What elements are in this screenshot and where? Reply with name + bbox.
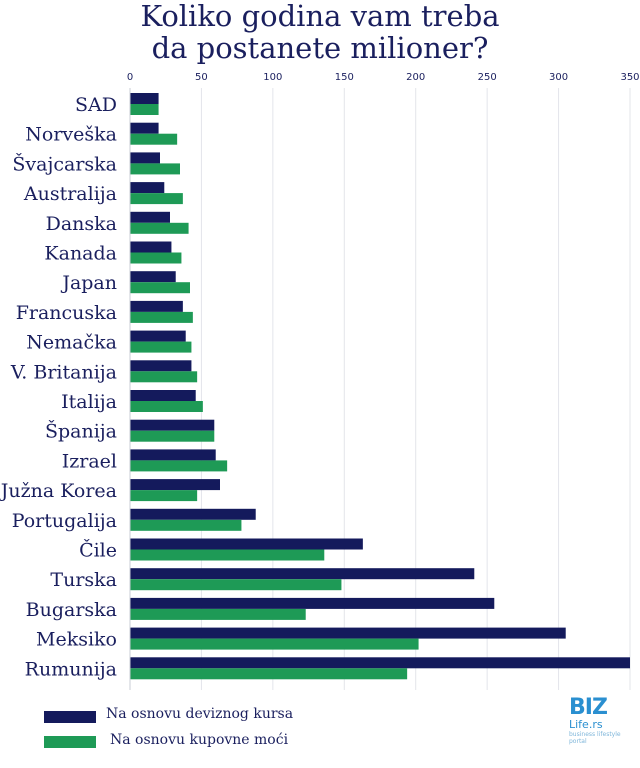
logo-sub-text: Life.rs — [569, 718, 603, 731]
bar-purchasing-power — [130, 430, 215, 442]
x-tick-label: 0 — [127, 72, 133, 83]
bar-exchange-rate — [130, 211, 170, 223]
x-tick-label: 50 — [195, 72, 208, 83]
bar-purchasing-power — [130, 519, 242, 531]
category-label: Kanada — [44, 243, 117, 265]
category-label: V. Britanija — [10, 361, 117, 383]
category-label: Portugalija — [12, 510, 117, 532]
bar-exchange-rate — [130, 449, 216, 461]
category-label: Nemačka — [26, 332, 117, 354]
category-label: Japan — [60, 272, 117, 294]
chart-title: Koliko godina vam treba da postanete mil… — [0, 0, 640, 64]
bar-exchange-rate — [130, 419, 215, 431]
bar-exchange-rate — [130, 568, 475, 580]
bar-purchasing-power — [130, 163, 180, 175]
x-tick-label: 300 — [549, 72, 568, 83]
bar-purchasing-power — [130, 133, 178, 145]
bar-exchange-rate — [130, 538, 363, 550]
chart-title-line-1: Koliko godina vam treba — [140, 0, 500, 33]
category-label: Rumunija — [25, 658, 117, 680]
category-label: Meksiko — [36, 629, 117, 651]
bar-purchasing-power — [130, 608, 306, 620]
category-label: Španija — [45, 420, 117, 443]
bar-exchange-rate — [130, 152, 160, 164]
bar-exchange-rate — [130, 300, 183, 312]
category-label: Južna Korea — [0, 480, 117, 502]
bar-exchange-rate — [130, 122, 159, 134]
bar-exchange-rate — [130, 330, 186, 342]
bar-exchange-rate — [130, 657, 630, 669]
category-label: Švajcarska — [12, 152, 117, 175]
category-label: Australija — [23, 183, 117, 205]
bar-purchasing-power — [130, 222, 189, 234]
legend-label-purchasing-power: Na osnovu kupovne moći — [110, 732, 289, 748]
x-tick-label: 350 — [620, 72, 639, 83]
x-tick-label: 200 — [406, 72, 425, 83]
bar-exchange-rate — [130, 597, 495, 609]
bar-exchange-rate — [130, 479, 220, 491]
legend-label-exchange-rate: Na osnovu deviznog kursa — [106, 706, 294, 722]
category-label: Čile — [79, 539, 117, 562]
bar-exchange-rate — [130, 390, 196, 401]
category-label: SAD — [75, 94, 117, 116]
category-label: Bugarska — [26, 599, 117, 621]
x-tick-label: 250 — [478, 72, 497, 83]
bar-purchasing-power — [130, 490, 198, 502]
category-label: Italija — [61, 391, 117, 413]
legend-swatch-purchasing-power — [44, 736, 96, 748]
category-label: Danska — [46, 213, 117, 235]
chart-title-line-2: da postanete milioner? — [151, 31, 489, 65]
bar-purchasing-power — [130, 401, 203, 412]
bar-purchasing-power — [130, 549, 325, 561]
bar-purchasing-power — [130, 579, 342, 591]
category-label: Turska — [50, 569, 117, 591]
bar-exchange-rate — [130, 241, 172, 253]
bar-exchange-rate — [130, 627, 566, 639]
x-tick-label: 150 — [335, 72, 354, 83]
legend-swatch-exchange-rate — [44, 711, 96, 723]
x-tick-label: 100 — [263, 72, 282, 83]
bar-chart: 0 50 100 150 200 250 300 350 SAD Norveška Švajcars… — [0, 72, 640, 690]
bar-exchange-rate — [130, 508, 256, 520]
bar-purchasing-power — [130, 371, 198, 383]
bar-purchasing-power — [130, 341, 192, 353]
bizlife-logo: BIZ Life.rs business lifestyle portal — [569, 697, 621, 757]
bar-purchasing-power — [130, 252, 182, 264]
bar-purchasing-power — [130, 460, 228, 472]
bar-purchasing-power — [130, 638, 419, 650]
bar-exchange-rate — [130, 182, 165, 194]
bar-exchange-rate — [130, 271, 176, 283]
bar-purchasing-power — [130, 104, 159, 115]
bar-purchasing-power — [130, 193, 183, 205]
bar-purchasing-power — [130, 668, 408, 680]
bar-exchange-rate — [130, 360, 192, 372]
logo-tagline: business lifestyle portal — [569, 731, 621, 745]
category-label: Izrael — [62, 450, 117, 472]
category-label: Norveška — [25, 124, 117, 146]
logo-main-text: BIZ — [569, 695, 608, 720]
bar-purchasing-power — [130, 311, 193, 323]
bar-exchange-rate — [130, 93, 159, 104]
category-label: Francuska — [16, 302, 117, 324]
bar-purchasing-power — [130, 282, 190, 294]
